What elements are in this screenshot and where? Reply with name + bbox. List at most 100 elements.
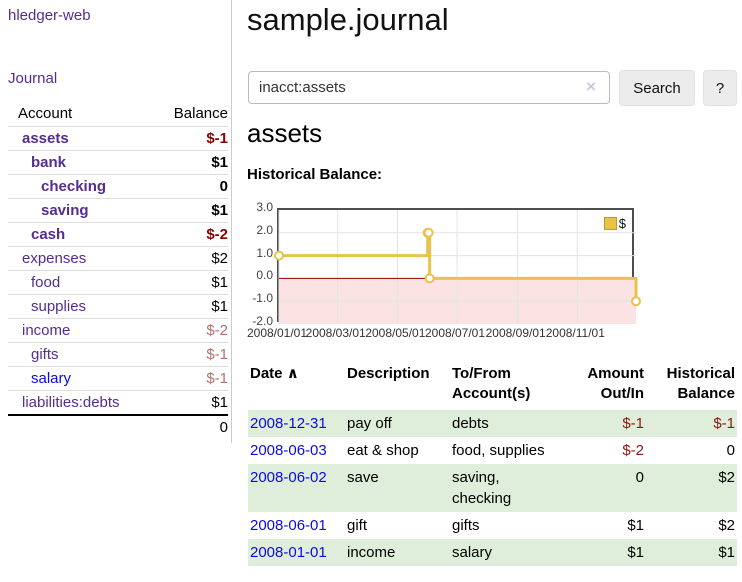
date-column-header[interactable]: Date ∧ xyxy=(248,362,345,410)
register-row: 2008-12-31 pay off debts $-1 $-1 xyxy=(248,410,737,437)
account-link-gifts[interactable]: gifts xyxy=(31,346,59,363)
account-link-liabilities-debts[interactable]: liabilities:debts xyxy=(22,394,120,411)
account-tree: Account Balance assets $-1 bank $1 checking 0… xyxy=(8,101,228,438)
transaction-accounts: saving, checking xyxy=(452,469,512,507)
account-balance: $-2 xyxy=(206,322,228,339)
x-axis-tick-label: 2008/05/01 xyxy=(365,326,426,340)
balance-column-header: Historical Balance xyxy=(666,365,735,402)
account-link-food[interactable]: food xyxy=(31,274,61,291)
x-axis-tick-label: 2008/03/01 xyxy=(305,326,366,340)
account-row: checking 0 xyxy=(8,175,228,199)
account-balance: $1 xyxy=(211,202,228,219)
search-input[interactable] xyxy=(248,71,610,104)
transaction-date-link[interactable]: 2008-06-03 xyxy=(250,442,327,459)
x-axis-tick-label: 2008/01/01 xyxy=(246,326,308,340)
y-axis-tick-label: 3.0 xyxy=(256,200,273,214)
running-balance: $-1 xyxy=(713,415,735,432)
account-row: saving $1 xyxy=(8,199,228,223)
account-row: expenses $2 xyxy=(8,247,228,271)
account-balance: $1 xyxy=(211,394,228,411)
account-balance: $-1 xyxy=(206,370,228,387)
balance-chart: 3.0 2.0 1.0 0.0 -1.0 -2.0 $ 2008/01/01 2008/03… xyxy=(243,200,663,350)
account-balance: 0 xyxy=(219,178,228,195)
account-row: liabilities:debts $1 xyxy=(8,391,228,415)
account-link-cash[interactable]: cash xyxy=(31,226,66,243)
search-button[interactable]: Search xyxy=(619,70,695,106)
account-link-saving[interactable]: saving xyxy=(41,202,89,219)
account-row: food $1 xyxy=(8,271,228,295)
account-row: bank $1 xyxy=(8,151,228,175)
account-link-salary[interactable]: salary xyxy=(31,370,72,387)
transaction-description: income xyxy=(347,544,396,561)
account-balance: $1 xyxy=(211,274,228,291)
y-axis-tick-label: -1.0 xyxy=(252,291,273,306)
transaction-amount: $1 xyxy=(627,517,644,534)
account-tree-total-row: 0 xyxy=(8,414,228,438)
transaction-description: gift xyxy=(347,517,368,534)
y-axis-tick-label: 1.0 xyxy=(256,245,273,260)
page-title: sample.journal xyxy=(247,2,449,37)
x-axis-tick-label: 2008/09/01 xyxy=(485,326,546,340)
running-balance: $2 xyxy=(718,517,735,534)
transaction-amount: 0 xyxy=(635,469,644,486)
x-axis-tick-label: 2008/11/01 xyxy=(545,326,605,340)
running-balance: $2 xyxy=(718,469,735,486)
account-balance: $-2 xyxy=(206,226,228,243)
transaction-date-link[interactable]: 2008-01-01 xyxy=(250,544,327,561)
register-row: 2008-06-03 eat & shop food, supplies $-2 0 xyxy=(248,437,737,464)
account-balance: $1 xyxy=(211,298,228,315)
account-link-expenses[interactable]: expenses xyxy=(22,250,87,267)
transaction-date-link[interactable]: 2008-06-02 xyxy=(250,469,327,486)
register-row: 2008-06-02 save saving, checking 0 $2 xyxy=(248,464,737,512)
chart-plot-area: $ xyxy=(274,208,641,324)
sidebar: hledger-web Journal Account Balance asse… xyxy=(0,0,232,443)
transaction-amount: $-1 xyxy=(622,415,644,432)
y-axis-tick-label: 2.0 xyxy=(256,222,273,237)
help-button[interactable]: ? xyxy=(703,70,737,106)
account-row: assets $-1 xyxy=(8,127,228,151)
account-balance: $2 xyxy=(211,250,228,267)
register-header-row: Date ∧ Description To/From Account(s) Am… xyxy=(248,362,737,410)
clear-search-icon[interactable]: × xyxy=(586,77,596,96)
description-column-header: Description xyxy=(347,365,430,382)
sidebar-item-journal[interactable]: Journal xyxy=(8,70,58,87)
chart-legend: $ xyxy=(601,215,628,232)
account-link-supplies[interactable]: supplies xyxy=(31,298,87,315)
transaction-accounts: salary xyxy=(452,544,493,561)
transaction-date-link[interactable]: 2008-06-01 xyxy=(250,517,327,534)
chart-title: Historical Balance: xyxy=(247,166,383,183)
transaction-description: eat & shop xyxy=(347,442,419,459)
account-balance: $-1 xyxy=(206,346,228,363)
transaction-description: save xyxy=(347,469,379,486)
running-balance: $1 xyxy=(718,544,735,561)
account-row: supplies $1 xyxy=(8,295,228,319)
register-table: Date ∧ Description To/From Account(s) Am… xyxy=(248,362,737,566)
account-balance: $1 xyxy=(211,154,228,171)
account-row: salary $-1 xyxy=(8,367,228,391)
total-balance: 0 xyxy=(219,418,228,436)
account-column-header: Account xyxy=(18,105,73,122)
transaction-amount: $-2 xyxy=(622,442,644,459)
transaction-description: pay off xyxy=(347,415,392,432)
account-row: cash $-2 xyxy=(8,223,228,247)
register-row: 2008-06-01 gift gifts $1 $2 xyxy=(248,512,737,539)
account-link-checking[interactable]: checking xyxy=(41,178,107,195)
account-row: gifts $-1 xyxy=(8,343,228,367)
date-header-label: Date xyxy=(250,365,283,382)
app-title-link[interactable]: hledger-web xyxy=(8,7,91,24)
legend-swatch-icon xyxy=(603,217,617,230)
account-link-bank[interactable]: bank xyxy=(31,154,67,171)
account-link-income[interactable]: income xyxy=(22,322,71,339)
sort-ascending-icon: ∧ xyxy=(286,365,299,382)
transaction-amount: $1 xyxy=(627,544,644,561)
account-link-assets[interactable]: assets xyxy=(22,130,69,147)
account-tree-header: Account Balance xyxy=(8,101,228,127)
legend-label: $ xyxy=(618,216,626,231)
account-page-title: assets xyxy=(247,118,323,148)
amount-column-header: Amount Out/In xyxy=(587,365,644,402)
transaction-accounts: food, supplies xyxy=(452,442,545,459)
account-row: income $-2 xyxy=(8,319,228,343)
x-axis-tick-label: 2008/07/01 xyxy=(424,326,486,340)
register-row: 2008-01-01 income salary $1 $1 xyxy=(248,539,737,566)
transaction-date-link[interactable]: 2008-12-31 xyxy=(250,415,327,432)
